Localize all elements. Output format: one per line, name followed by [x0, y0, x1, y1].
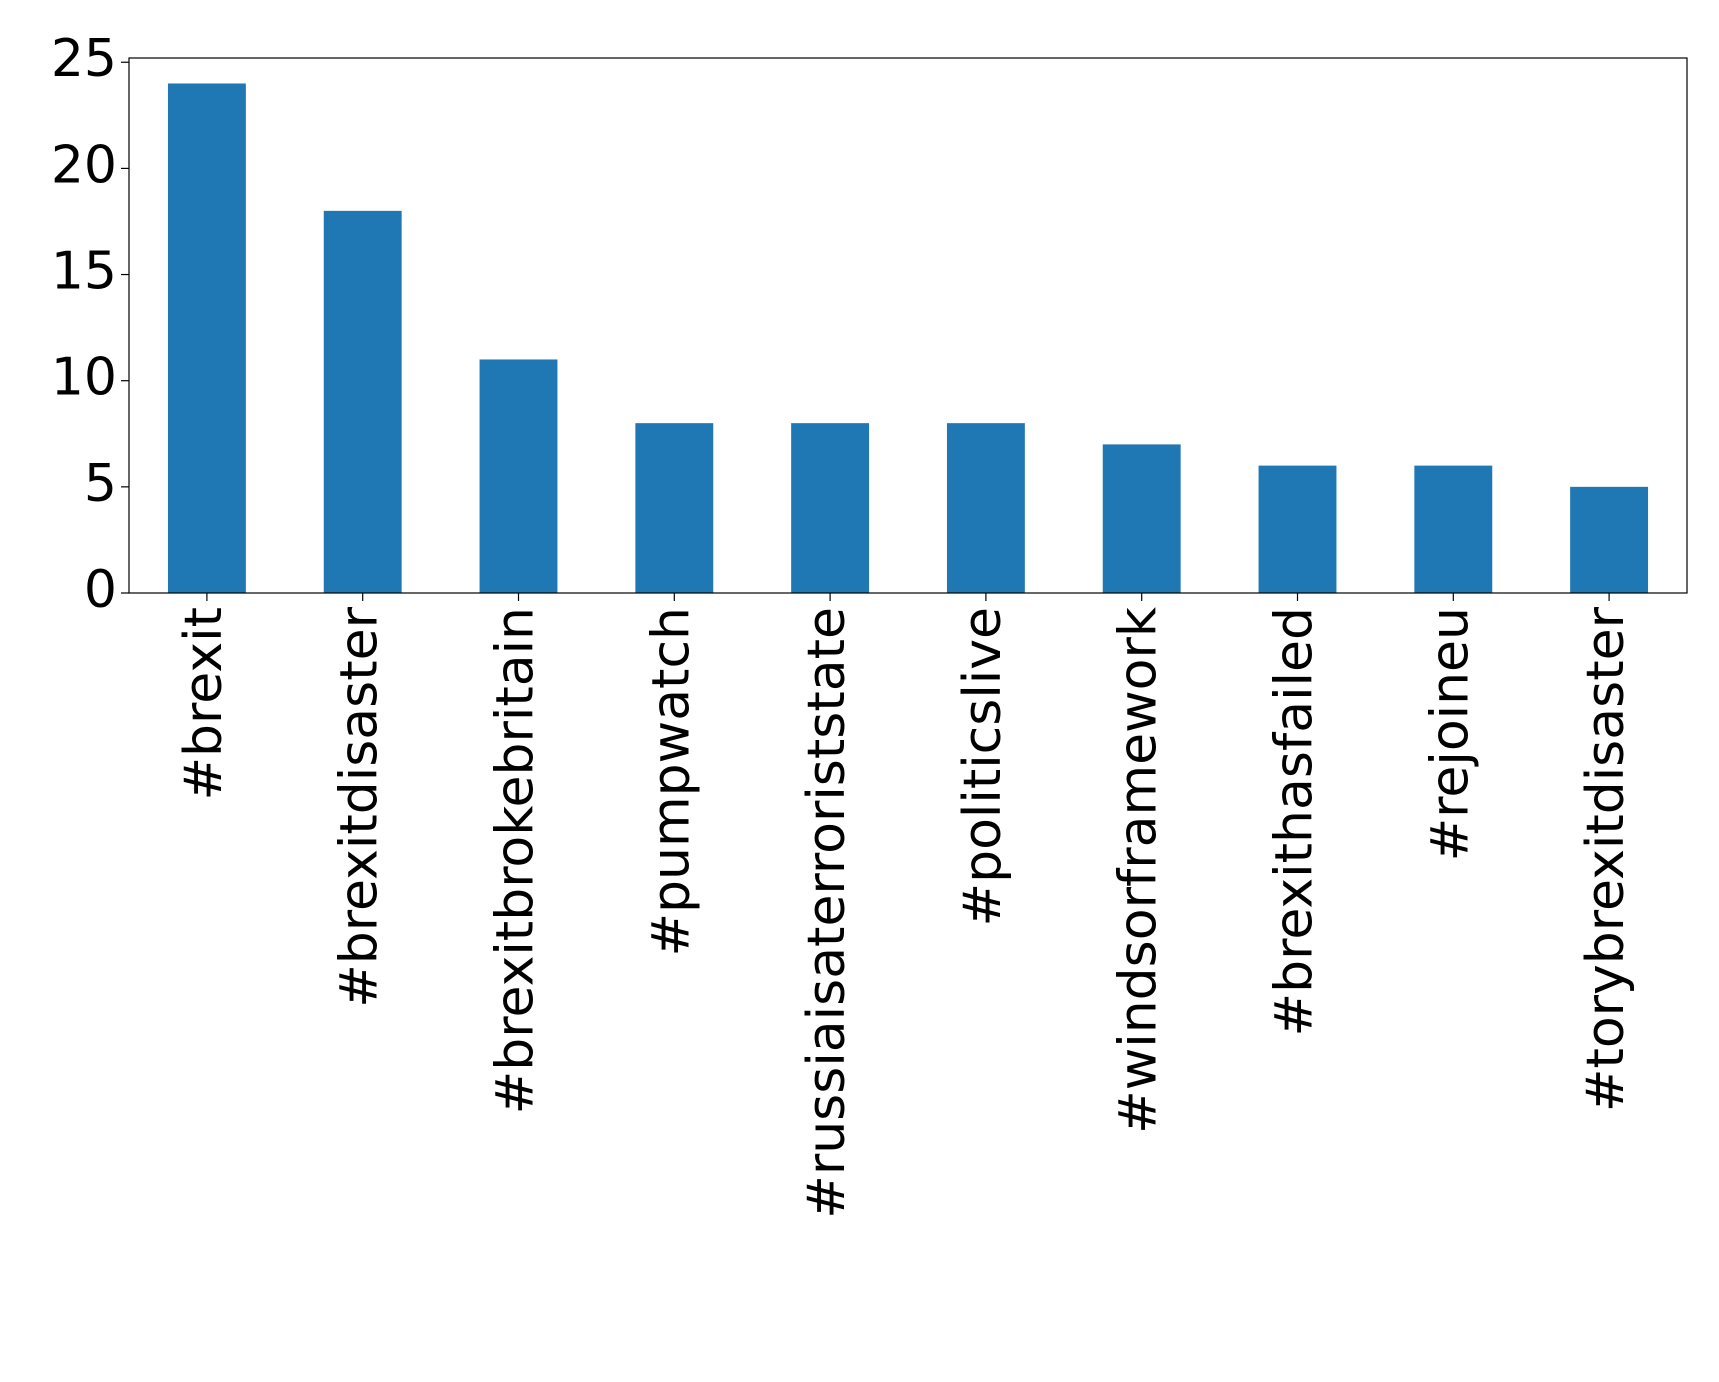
- x-tick-label: #brexitdisaster: [330, 606, 390, 1007]
- x-tick-label: #torybrexitdisaster: [1576, 606, 1636, 1112]
- bar: [635, 423, 714, 593]
- bar: [479, 359, 558, 593]
- bar: [167, 83, 246, 593]
- plot-frame: [128, 57, 1688, 594]
- y-tick-label: 5: [84, 454, 117, 514]
- bar: [946, 423, 1025, 593]
- bar: [1570, 486, 1649, 593]
- x-tick-label: #politicslive: [953, 607, 1013, 926]
- y-tick-label: 20: [51, 135, 117, 195]
- bar: [1102, 444, 1181, 593]
- bar: [323, 210, 402, 593]
- x-tick-label: #windsorframework: [1109, 607, 1169, 1134]
- x-tick-label: #brexitbrokebritain: [486, 607, 546, 1114]
- x-tick-label: #russiaisaterroriststate: [797, 607, 857, 1219]
- bar: [791, 423, 870, 593]
- y-tick-label: 15: [51, 242, 117, 302]
- x-tick-label: #rejoineu: [1420, 607, 1480, 861]
- bar: [1414, 465, 1493, 593]
- x-tick-label: #brexithasfailed: [1265, 607, 1325, 1036]
- y-tick-label: 0: [84, 560, 117, 620]
- x-tick-label: #brexit: [174, 607, 234, 801]
- x-tick-label: #pumpwatch: [641, 607, 701, 957]
- y-tick-label: 25: [51, 29, 117, 89]
- bar: [1258, 465, 1337, 593]
- y-tick-label: 10: [51, 348, 117, 408]
